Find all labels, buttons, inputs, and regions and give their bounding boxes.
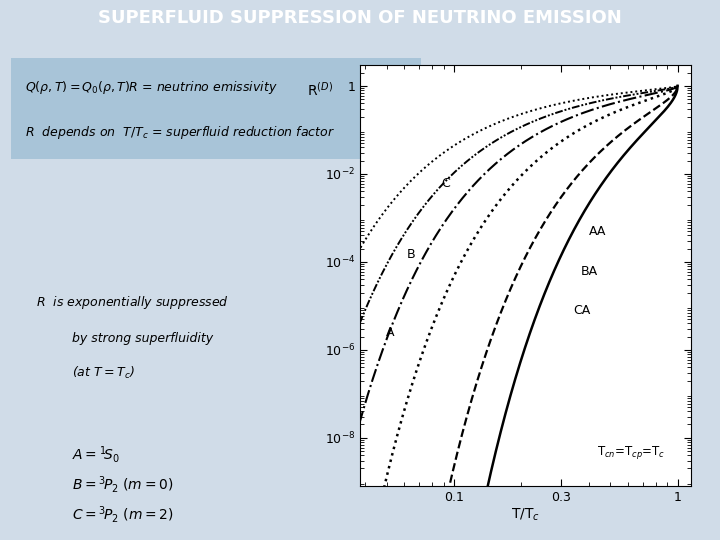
Text: $A={}^1\!S_0$: $A={}^1\!S_0$: [72, 444, 120, 464]
Text: $Q(\rho,T) = Q_0(\rho,T)R$ = neutrino emissivity: $Q(\rho,T) = Q_0(\rho,T)R$ = neutrino em…: [25, 79, 278, 96]
Text: $R$  depends on  $T/T_c$ = superfluid reduction factor: $R$ depends on $T/T_c$ = superfluid redu…: [25, 124, 335, 141]
Text: AA: AA: [589, 225, 606, 238]
Y-axis label: R$^{(D)}$: R$^{(D)}$: [307, 80, 333, 98]
Text: B: B: [406, 247, 415, 260]
FancyBboxPatch shape: [11, 58, 421, 159]
Text: $B={}^3\!P_2\ (m{=}0)$: $B={}^3\!P_2\ (m{=}0)$: [72, 474, 174, 495]
Text: SUPERFLUID SUPPRESSION OF NEUTRINO EMISSION: SUPERFLUID SUPPRESSION OF NEUTRINO EMISS…: [98, 9, 622, 26]
Text: A: A: [386, 326, 395, 339]
Text: C: C: [441, 177, 450, 190]
X-axis label: T/T$_c$: T/T$_c$: [511, 507, 540, 523]
Text: (at $T = T_c$): (at $T = T_c$): [72, 366, 135, 381]
Text: $C={}^3\!P_2\ (m{=}2)$: $C={}^3\!P_2\ (m{=}2)$: [72, 504, 174, 525]
Text: BA: BA: [581, 265, 598, 278]
Text: CA: CA: [573, 303, 590, 316]
Text: by strong superfluidity: by strong superfluidity: [72, 332, 213, 345]
Text: $R$  is exponentially suppressed: $R$ is exponentially suppressed: [36, 294, 229, 311]
Text: T$_{cn}$=T$_{cp}$=T$_c$: T$_{cn}$=T$_{cp}$=T$_c$: [597, 444, 665, 461]
